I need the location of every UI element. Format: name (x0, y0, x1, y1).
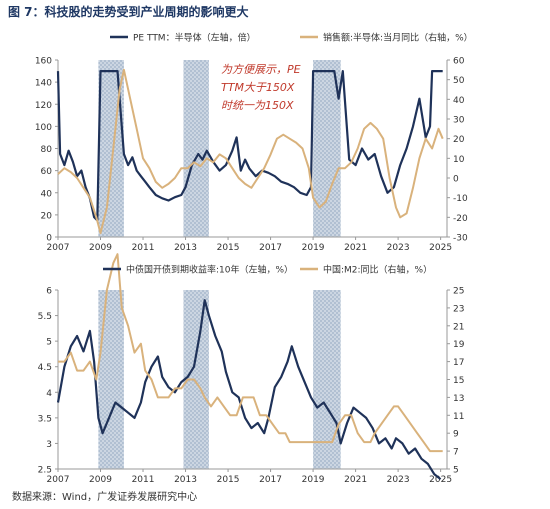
top-panel: 0 20 40 60 80 100 120 140 160 -30 -20 -10 0 10 20 30 40 5… (35, 32, 473, 254)
y-left-tick-label: 0 (46, 234, 52, 244)
annotation-text: 时统一为150X (221, 99, 294, 112)
x-tick-label: 2023 (387, 475, 410, 485)
y-right-tick-label: 5 (453, 466, 459, 476)
y-left-tick-label: 140 (35, 79, 52, 89)
x-tick-label: 2013 (174, 475, 197, 485)
legend-label: PE TTM：半导体（左轴，倍） (133, 32, 256, 44)
x-tick-label: 2013 (174, 243, 197, 253)
y-left-tick-label: 120 (35, 101, 52, 111)
y-right-tick-label: 60 (453, 57, 465, 67)
series-line (58, 253, 443, 453)
y-right-tick-label: 7 (453, 448, 459, 458)
y-left-tick-label: 4.5 (38, 363, 52, 373)
legend-label: 中债国开债到期收益率:10年（左轴，%） (126, 264, 293, 276)
y-right-tick-label: 21 (453, 322, 464, 332)
y-right-tick-label: 15 (453, 376, 464, 386)
x-tick-label: 2015 (217, 475, 240, 485)
figure-title: 图 7：科技股的走势受到产业周期的影响更大 (8, 5, 249, 19)
x-tick-label: 2025 (429, 475, 452, 485)
y-right-tick-label: 10 (453, 155, 465, 165)
y-left-tick-label: 60 (41, 167, 53, 177)
y-left-tick-label: 5.5 (38, 312, 52, 322)
y-left-tick-label: 80 (41, 145, 53, 155)
y-right-tick-label: 50 (453, 76, 465, 86)
x-tick-label: 2007 (47, 475, 70, 485)
y-left-tick-label: 4 (46, 389, 52, 399)
y-left-tick-label: 6 (46, 287, 52, 297)
y-right-tick-label: -20 (453, 214, 468, 224)
y-left-tick-label: 3 (46, 440, 52, 450)
x-tick-label: 2019 (302, 475, 325, 485)
x-tick-label: 2015 (217, 243, 240, 253)
shaded-period (313, 290, 341, 469)
y-right-tick-label: -10 (453, 194, 468, 204)
x-tick-label: 2011 (132, 475, 155, 485)
y-left-tick-label: 100 (35, 123, 52, 133)
y-right-tick-label: 0 (453, 175, 459, 185)
legend-label: 中国:M2:同比（右轴，%） (323, 264, 432, 276)
series-line (56, 70, 443, 222)
annotation-text: 为方便展示，PE (221, 63, 301, 76)
shaded-period (98, 290, 124, 469)
x-tick-label: 2009 (89, 475, 112, 485)
y-left-tick-label: 20 (41, 211, 53, 221)
x-tick-label: 2019 (302, 243, 325, 253)
annotation-text: TTM大于150X (221, 81, 295, 94)
y-right-tick-label: 40 (453, 96, 465, 106)
x-tick-label: 2009 (89, 243, 112, 253)
y-right-tick-label: 20 (453, 135, 465, 145)
y-right-tick-label: 9 (453, 430, 459, 440)
y-left-tick-label: 160 (35, 57, 52, 67)
y-right-tick-label: 17 (453, 358, 464, 368)
y-right-tick-label: 30 (453, 116, 465, 126)
x-tick-label: 2021 (344, 243, 367, 253)
y-right-tick-label: 19 (453, 340, 465, 350)
x-tick-label: 2007 (47, 243, 70, 253)
source-note: 数据来源：Wind，广发证券发展研究中心 (12, 492, 198, 503)
y-right-tick-label: -30 (453, 234, 468, 244)
x-tick-label: 2017 (259, 475, 282, 485)
x-tick-label: 2011 (132, 243, 155, 253)
y-left-tick-label: 5 (46, 338, 52, 348)
x-tick-label: 2023 (387, 243, 410, 253)
y-left-tick-label: 3.5 (38, 414, 52, 424)
x-tick-label: 2017 (259, 243, 282, 253)
y-left-tick-label: 40 (41, 189, 53, 199)
series-line (57, 68, 444, 235)
y-right-tick-label: 11 (453, 412, 464, 422)
y-right-tick-label: 23 (453, 304, 464, 314)
shaded-period (183, 60, 209, 237)
y-left-tick-label: 2.5 (38, 466, 52, 476)
legend-label: 销售额:半导体:当月同比（右轴，%） (323, 32, 473, 44)
x-tick-label: 2025 (429, 243, 452, 253)
x-tick-label: 2021 (344, 475, 367, 485)
y-right-tick-label: 25 (453, 287, 464, 297)
y-right-tick-label: 13 (453, 394, 464, 404)
bottom-panel: 2.5 3 3.5 4 4.5 5 5.5 6 5 7 9 11 13 15 17 19 21 23 25 2007 2… (38, 253, 465, 485)
